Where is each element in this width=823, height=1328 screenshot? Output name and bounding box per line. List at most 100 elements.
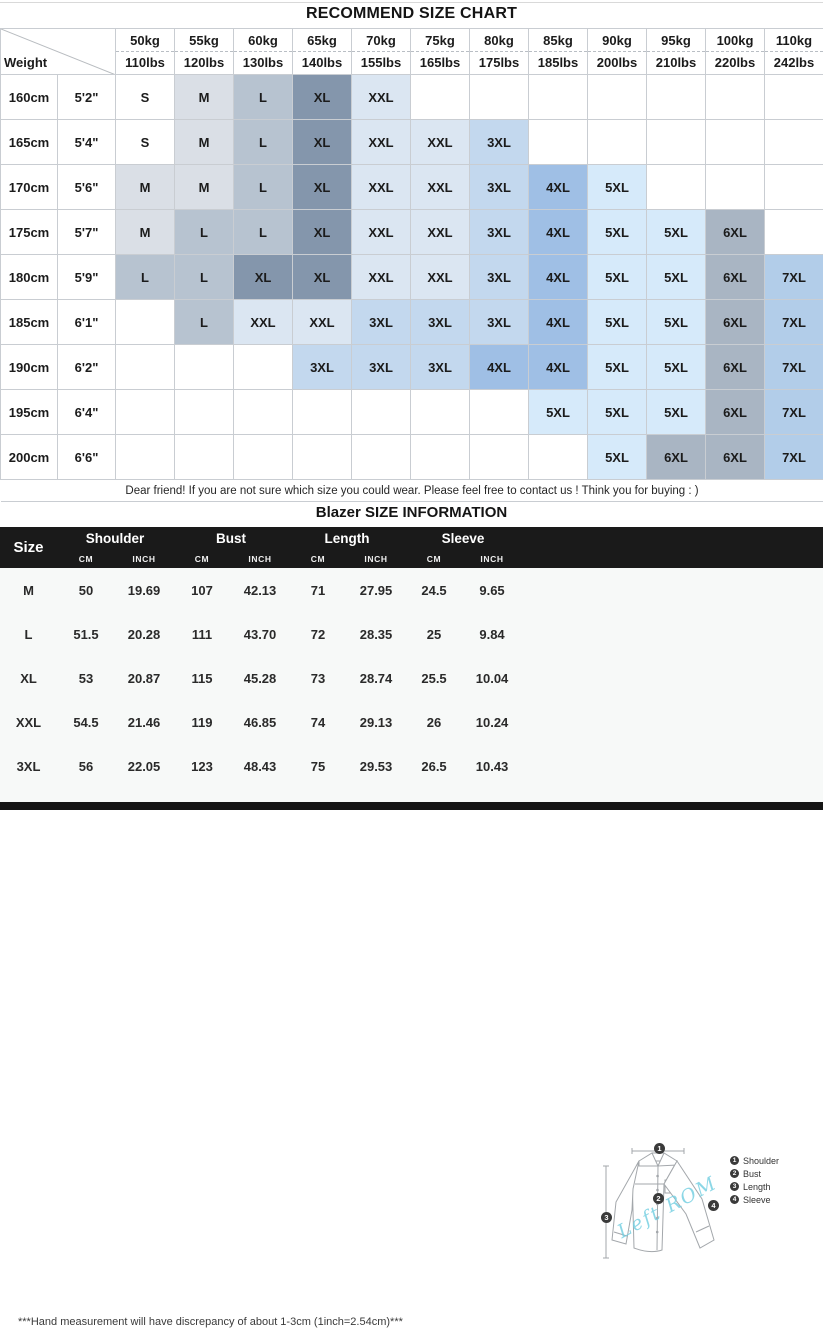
weight-lbs-label: 155lbs — [352, 52, 410, 74]
size-cell-7XL: 7XL — [765, 300, 823, 345]
height-ft-label: 6'4" — [58, 390, 116, 435]
size-cell-L: L — [116, 255, 175, 300]
size-cell-6XL: 6XL — [706, 210, 765, 255]
size-cell-empty — [588, 120, 647, 165]
size-cell-empty — [529, 435, 588, 480]
info-value-cell: 48.43 — [231, 744, 289, 788]
size-cell-empty — [706, 165, 765, 210]
size-cell-XXL: XXL — [234, 300, 293, 345]
info-value-cell: 119 — [173, 700, 231, 744]
size-cell-7XL: 7XL — [765, 390, 823, 435]
size-cell-empty — [765, 120, 823, 165]
weight-lbs-label: 120lbs — [175, 52, 233, 74]
info-header-filler — [521, 527, 823, 568]
size-cell-L: L — [234, 75, 293, 120]
info-value-cell: 75 — [289, 744, 347, 788]
size-cell-6XL: 6XL — [647, 435, 706, 480]
info-header-sleeve: Sleeve — [405, 527, 521, 549]
size-cell-empty — [352, 390, 411, 435]
info-size-label: XL — [0, 656, 57, 700]
size-cell-XXL: XXL — [352, 165, 411, 210]
marker-3-length: 3 — [601, 1212, 612, 1223]
legend-label: Sleeve — [743, 1195, 771, 1205]
size-cell-empty — [116, 435, 175, 480]
size-cell-6XL: 6XL — [706, 255, 765, 300]
weight-lbs-label: 175lbs — [470, 52, 528, 74]
size-cell-6XL: 6XL — [706, 345, 765, 390]
size-cell-5XL: 5XL — [588, 435, 647, 480]
info-value-cell: 74 — [289, 700, 347, 744]
unit-cm-label: CM — [405, 549, 463, 568]
height-ft-label: 5'2" — [58, 75, 116, 120]
size-cell-5XL: 5XL — [647, 300, 706, 345]
info-value-cell: 111 — [173, 612, 231, 656]
top-gridline — [0, 2, 823, 3]
info-value-cell: 26.5 — [405, 744, 463, 788]
size-cell-L: L — [175, 300, 234, 345]
size-cell-3XL: 3XL — [352, 300, 411, 345]
info-value-cell: 22.05 — [115, 744, 173, 788]
height-ft-label: 6'6" — [58, 435, 116, 480]
height-ft-label: 5'9" — [58, 255, 116, 300]
legend-item-bust: 2 Bust — [730, 1167, 779, 1180]
info-filler-cell — [521, 744, 823, 788]
legend-label: Bust — [743, 1169, 761, 1179]
height-cm-label: 165cm — [1, 120, 58, 165]
info-header-shoulder: Shoulder — [57, 527, 173, 549]
size-cell-empty — [647, 165, 706, 210]
size-cell-empty — [234, 390, 293, 435]
legend-number-icon: 2 — [730, 1169, 739, 1178]
height-ft-label: 5'4" — [58, 120, 116, 165]
info-value-cell: 20.28 — [115, 612, 173, 656]
info-header-bust: Bust — [173, 527, 289, 549]
corner-weight-label: Weight — [4, 55, 47, 70]
size-cell-L: L — [234, 165, 293, 210]
size-cell-3XL: 3XL — [470, 255, 529, 300]
height-cm-label: 160cm — [1, 75, 58, 120]
info-size-label: L — [0, 612, 57, 656]
legend-number-icon: 4 — [730, 1195, 739, 1204]
size-cell-4XL: 4XL — [529, 165, 588, 210]
weight-kg-label: 75kg — [411, 29, 469, 52]
size-cell-5XL: 5XL — [647, 210, 706, 255]
height-cm-label: 175cm — [1, 210, 58, 255]
weight-kg-label: 90kg — [588, 29, 646, 52]
size-cell-S: S — [116, 75, 175, 120]
unit-cm-label: CM — [173, 549, 231, 568]
info-filler-cell — [521, 568, 823, 612]
size-cell-empty — [765, 165, 823, 210]
size-cell-3XL: 3XL — [470, 210, 529, 255]
size-cell-empty — [588, 75, 647, 120]
size-cell-5XL: 5XL — [647, 345, 706, 390]
info-value-cell: 51.5 — [57, 612, 115, 656]
weight-kg-label: 80kg — [470, 29, 528, 52]
size-cell-L: L — [175, 210, 234, 255]
size-cell-6XL: 6XL — [706, 390, 765, 435]
size-cell-5XL: 5XL — [588, 210, 647, 255]
size-cell-XXL: XXL — [411, 255, 470, 300]
size-cell-S: S — [116, 120, 175, 165]
size-cell-empty — [175, 435, 234, 480]
info-value-cell: 24.5 — [405, 568, 463, 612]
size-cell-XL: XL — [293, 210, 352, 255]
size-cell-empty — [234, 345, 293, 390]
weight-kg-label: 65kg — [293, 29, 351, 52]
height-cm-label: 200cm — [1, 435, 58, 480]
legend-label: Length — [743, 1182, 771, 1192]
size-cell-empty — [470, 390, 529, 435]
weight-lbs-label: 140lbs — [293, 52, 351, 74]
info-value-cell: 56 — [57, 744, 115, 788]
info-value-cell: 115 — [173, 656, 231, 700]
unit-inch-label: INCH — [463, 549, 521, 568]
